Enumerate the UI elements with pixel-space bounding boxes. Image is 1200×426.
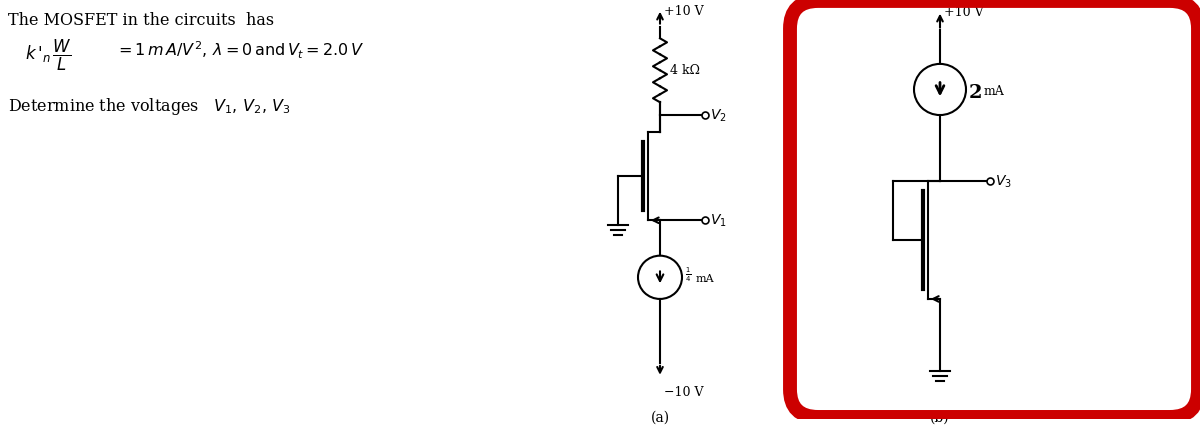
Text: $V_2$: $V_2$: [710, 108, 727, 124]
Text: +10 V: +10 V: [944, 6, 984, 19]
Text: $V_3$: $V_3$: [995, 173, 1012, 190]
Text: +10 V: +10 V: [664, 5, 703, 18]
Text: The MOSFET in the circuits  has: The MOSFET in the circuits has: [8, 12, 274, 29]
Text: $V_1$: $V_1$: [710, 213, 727, 229]
Text: $k\,'_n\,\dfrac{W}{L}$: $k\,'_n\,\dfrac{W}{L}$: [25, 37, 72, 72]
Text: $\frac{1}{4}$: $\frac{1}{4}$: [685, 266, 691, 284]
Text: 2: 2: [970, 84, 983, 102]
Text: (b): (b): [930, 410, 950, 424]
Text: mA: mA: [696, 273, 715, 284]
Text: −10 V: −10 V: [664, 386, 703, 399]
Text: Determine the voltages   $V_1,\,V_2,\,V_3$: Determine the voltages $V_1,\,V_2,\,V_3$: [8, 96, 290, 117]
Text: 4 kΩ: 4 kΩ: [670, 64, 700, 77]
Text: $=1\,m\,A/V^2,\,\lambda=0\,\mathrm{and}\,V_t=2.0\,V$: $=1\,m\,A/V^2,\,\lambda=0\,\mathrm{and}\…: [115, 39, 365, 60]
Text: mA: mA: [984, 85, 1004, 98]
Text: (a): (a): [650, 410, 670, 424]
